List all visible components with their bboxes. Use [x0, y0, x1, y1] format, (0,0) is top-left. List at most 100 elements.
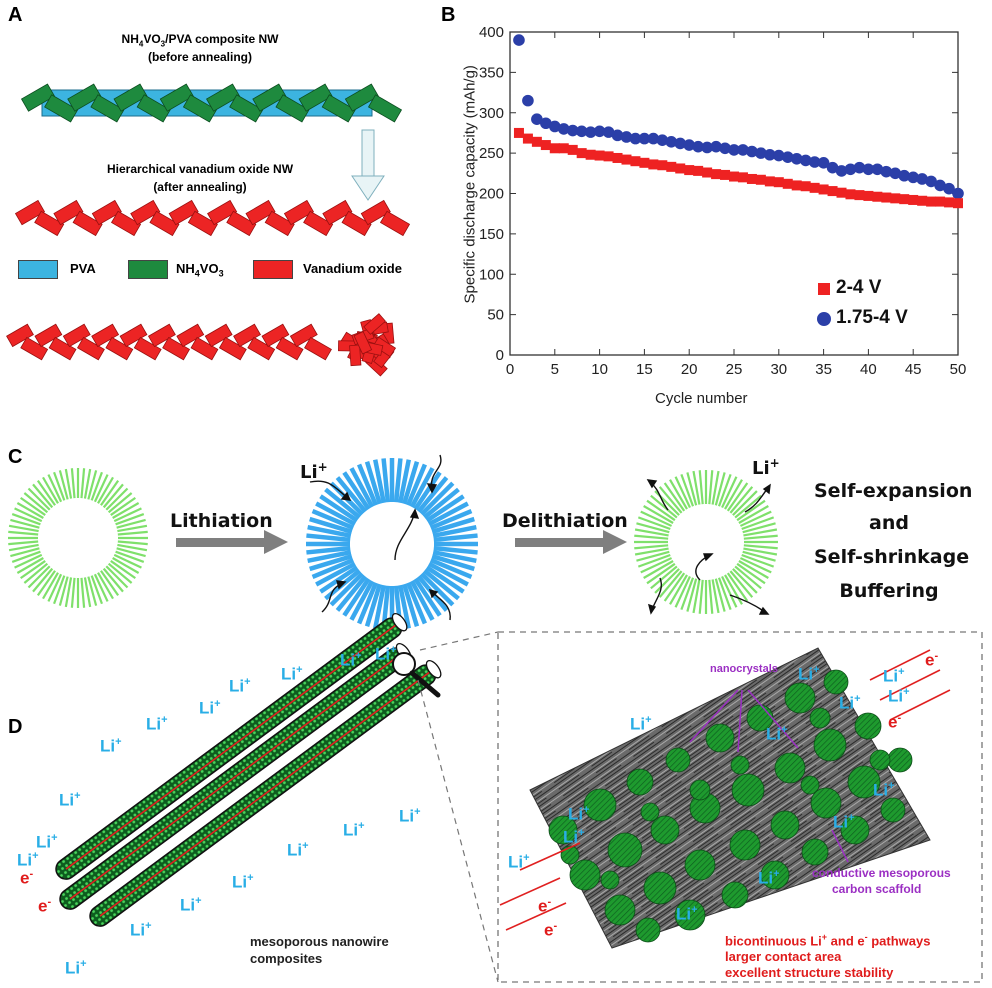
li-ion-label: Li+	[833, 812, 855, 832]
ring-spike	[83, 577, 92, 608]
point-1-75-4v	[522, 94, 534, 107]
pathways-note-line-2: larger contact area	[725, 949, 842, 964]
ring-spike	[732, 490, 758, 516]
ring-spike	[429, 557, 473, 579]
nh4vo3-block	[344, 83, 379, 112]
ring-spike	[711, 470, 720, 505]
nanocrystal	[770, 810, 800, 840]
point-2-4v	[675, 163, 686, 174]
buffering-line-1: Self-expansion	[814, 480, 973, 502]
ring-spike	[90, 575, 103, 605]
nanocrystal	[583, 788, 617, 822]
ring-spike	[10, 518, 40, 529]
x-tick-label: 20	[681, 361, 698, 378]
ring-spike	[113, 507, 142, 523]
point-1-75-4v	[584, 126, 597, 138]
ring-spike	[674, 476, 691, 509]
ring-spike	[405, 463, 427, 507]
ring-spike	[97, 476, 114, 504]
vanadium-oxide-block	[14, 199, 46, 226]
ring-spike	[393, 458, 403, 503]
y-tick-label: 100	[479, 266, 504, 283]
ring-spike	[329, 572, 364, 607]
ring-spike	[87, 576, 98, 606]
li-ion-label: Li+	[883, 666, 905, 686]
nanocrystal	[869, 749, 891, 771]
li-ion-label: Li+	[17, 850, 39, 870]
ring-spike	[643, 560, 674, 579]
vanadium-oxide-block	[360, 199, 391, 226]
ring-spike	[714, 578, 726, 612]
legend-marker-circle	[817, 312, 831, 326]
ring-spike	[634, 528, 669, 537]
x-tick-label: 25	[726, 361, 743, 378]
point-2-4v	[576, 148, 587, 159]
ring-spike	[373, 459, 387, 504]
ring-spike	[743, 547, 778, 556]
point-1-75-4v	[719, 142, 731, 155]
li-ion-label: Li+	[873, 780, 895, 800]
point-1-75-4v	[620, 131, 633, 143]
ring-spike	[636, 550, 670, 562]
ring-spike	[692, 579, 701, 614]
ring-spike	[680, 577, 695, 611]
point-2-4v	[773, 177, 784, 188]
point-1-75-4v	[746, 145, 758, 158]
vanadium-oxide-block	[105, 336, 134, 361]
ring-spike	[11, 550, 41, 563]
vanadium-oxide-block	[304, 336, 332, 361]
point-1-75-4v	[593, 125, 606, 138]
ring-spike	[309, 516, 353, 534]
ring-spike	[100, 480, 120, 506]
nh4vo3-block	[136, 94, 171, 123]
x-tick-label: 10	[591, 361, 608, 378]
ring-spike	[646, 562, 676, 585]
legend-item-1-75-4v: 1.75-4 V	[816, 307, 976, 330]
delithiation-label: Delithiation	[502, 510, 628, 532]
ring-spike	[736, 499, 766, 522]
ring-spike	[698, 470, 704, 505]
li-ion-label: Li+	[508, 852, 530, 872]
li-ion-label: Li+	[766, 724, 788, 744]
ring-spike	[8, 530, 39, 536]
ring-spike	[319, 494, 359, 523]
point-1-75-4v	[853, 161, 866, 174]
ring-spike	[739, 510, 772, 527]
point-1-75-4v	[916, 173, 928, 185]
ring-spike	[117, 543, 148, 552]
ring-spike	[315, 501, 357, 527]
point-2-4v	[666, 161, 677, 172]
vanadium-oxide-block	[275, 336, 304, 361]
x-tick-label: 50	[950, 361, 967, 378]
point-2-4v	[720, 169, 731, 180]
ring-spike	[116, 518, 146, 529]
ring-spike	[309, 554, 353, 572]
vanadium-oxide-block	[349, 344, 362, 367]
point-1-75-4v	[611, 129, 624, 142]
nanocrystal	[600, 870, 620, 890]
ring-spike	[23, 562, 49, 584]
electron-path	[505, 902, 567, 931]
point-1-75-4v	[602, 126, 615, 138]
ring-spike	[93, 474, 109, 503]
ring-spike	[307, 525, 352, 539]
ring-spike	[23, 492, 49, 514]
ring-spike	[743, 528, 778, 537]
ring-spike	[335, 575, 368, 612]
ring-spike	[357, 463, 379, 507]
point-1-75-4v	[925, 175, 937, 188]
legend-marker-square	[818, 283, 830, 295]
nanocrystal	[810, 787, 842, 819]
ring-spike	[734, 565, 762, 590]
legend-nh4vo3-label: NH4VO3	[176, 261, 224, 279]
legend-nh4vo3-swatch	[128, 260, 168, 279]
ring-spike	[650, 494, 678, 519]
nh4vo3-block	[20, 83, 56, 112]
ring-spike	[729, 486, 754, 514]
electron-label: e-	[538, 896, 552, 916]
ring-spike	[431, 554, 475, 572]
magnifier-icon	[392, 652, 441, 698]
nanocrystal	[635, 917, 661, 943]
